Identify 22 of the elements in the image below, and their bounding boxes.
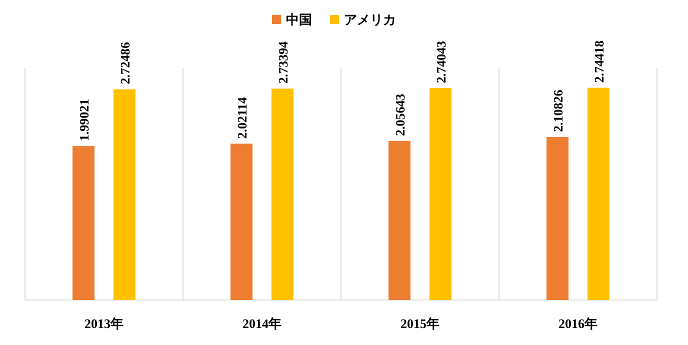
data-label: 2.02114 bbox=[234, 96, 250, 139]
bar bbox=[114, 89, 136, 300]
data-label: 2.05643 bbox=[392, 93, 408, 136]
bar bbox=[430, 88, 452, 300]
bar bbox=[388, 140, 410, 300]
bar bbox=[72, 146, 94, 300]
data-label: 2.74418 bbox=[592, 40, 606, 83]
x-tick-label: 2015年 bbox=[400, 316, 440, 331]
bar bbox=[588, 88, 610, 300]
legend-label: 中国 bbox=[286, 12, 312, 27]
data-label: 1.99021 bbox=[76, 98, 92, 142]
bar bbox=[272, 88, 294, 300]
data-label: 2.10826 bbox=[550, 89, 566, 132]
data-label: 2.74043 bbox=[434, 40, 448, 84]
x-tick-label: 2016年 bbox=[558, 316, 598, 331]
x-tick-label: 2014年 bbox=[242, 316, 282, 331]
x-tick-label: 2013年 bbox=[84, 316, 124, 331]
bar bbox=[230, 144, 252, 300]
legend-label: アメリカ bbox=[344, 12, 396, 27]
bar bbox=[546, 136, 568, 300]
data-label: 2.73394 bbox=[276, 40, 290, 84]
data-label: 2.72486 bbox=[118, 42, 132, 84]
